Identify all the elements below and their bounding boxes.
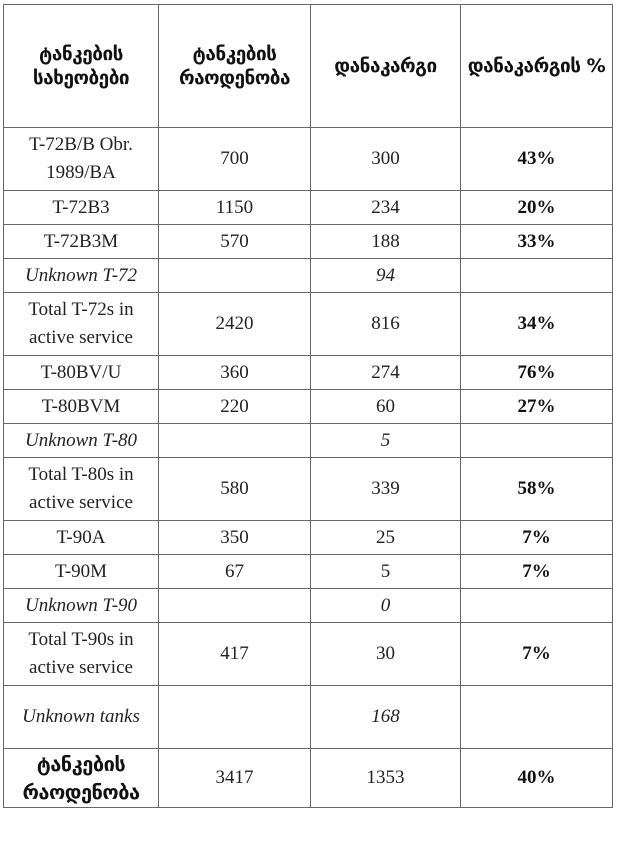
row-label: T-80BV/U: [3, 355, 159, 390]
row-count: 580: [158, 457, 311, 521]
row-label: Total T-90s in active service: [3, 622, 159, 686]
footer-label: ტანკების რაოდენობა: [3, 748, 159, 808]
row-loss: 25: [310, 520, 461, 555]
table-row: Unknown T-90 0: [3, 588, 613, 623]
table-row: Total T-90s in active service 417 30 7%: [3, 622, 613, 686]
row-label: Unknown T-90: [3, 588, 159, 623]
row-pct: 7%: [460, 622, 613, 686]
row-label: T-72B/B Obr. 1989/BA: [3, 127, 159, 191]
table-row: Total T-72s in active service 2420 816 34%: [3, 292, 613, 356]
row-pct: 76%: [460, 355, 613, 390]
row-count: [158, 685, 311, 749]
row-loss: 168: [310, 685, 461, 749]
table-row: Unknown T-72 94: [3, 258, 613, 293]
table-row: Total T-80s in active service 580 339 58%: [3, 457, 613, 521]
row-loss: 816: [310, 292, 461, 356]
row-label: T-72B3: [3, 190, 159, 225]
footer-count: 3417: [158, 748, 311, 808]
row-loss: 5: [310, 554, 461, 589]
row-loss: 0: [310, 588, 461, 623]
row-pct: 20%: [460, 190, 613, 225]
row-count: [158, 588, 311, 623]
table-row: T-72B/B Obr. 1989/BA 700 300 43%: [3, 127, 613, 191]
row-label: T-80BVM: [3, 389, 159, 424]
row-label: Unknown tanks: [3, 685, 159, 749]
row-loss: 274: [310, 355, 461, 390]
header-tank-count: ტანკების რაოდენობა: [158, 4, 311, 128]
row-count: 417: [158, 622, 311, 686]
row-pct: 58%: [460, 457, 613, 521]
row-pct: 43%: [460, 127, 613, 191]
footer-pct: 40%: [460, 748, 613, 808]
table-row: T-72B3M 570 188 33%: [3, 224, 613, 259]
row-pct: 7%: [460, 554, 613, 589]
header-tank-types: ტანკების სახეობები: [3, 4, 159, 128]
table-body: T-72B/B Obr. 1989/BA 700 300 43% T-72B3 1150 2…: [3, 127, 613, 749]
row-pct: 34%: [460, 292, 613, 356]
row-label: Unknown T-80: [3, 423, 159, 458]
row-loss: 94: [310, 258, 461, 293]
header-row: ტანკების სახეობები ტანკების რაოდენობა და…: [3, 4, 613, 128]
row-label: Total T-72s in active service: [3, 292, 159, 356]
row-label: Unknown T-72: [3, 258, 159, 293]
row-loss: 339: [310, 457, 461, 521]
header-loss-percent: დანაკარგის %: [460, 4, 613, 128]
row-pct: 33%: [460, 224, 613, 259]
row-count: 220: [158, 389, 311, 424]
table-row: T-80BV/U 360 274 76%: [3, 355, 613, 390]
row-loss: 234: [310, 190, 461, 225]
table-row: Unknown tanks 168: [3, 685, 613, 749]
table-row: T-80BVM 220 60 27%: [3, 389, 613, 424]
row-loss: 60: [310, 389, 461, 424]
row-label: Total T-80s in active service: [3, 457, 159, 521]
row-count: 700: [158, 127, 311, 191]
row-loss: 188: [310, 224, 461, 259]
row-loss: 5: [310, 423, 461, 458]
row-pct: [460, 258, 613, 293]
table-row: T-72B3 1150 234 20%: [3, 190, 613, 225]
footer-loss: 1353: [310, 748, 461, 808]
row-loss: 300: [310, 127, 461, 191]
row-count: 1150: [158, 190, 311, 225]
row-count: 570: [158, 224, 311, 259]
row-count: 350: [158, 520, 311, 555]
table-row: T-90A 350 25 7%: [3, 520, 613, 555]
row-pct: [460, 423, 613, 458]
row-label: T-90A: [3, 520, 159, 555]
row-label: T-72B3M: [3, 224, 159, 259]
row-count: 2420: [158, 292, 311, 356]
table-row: T-90M 67 5 7%: [3, 554, 613, 589]
row-count: [158, 423, 311, 458]
row-pct: [460, 588, 613, 623]
row-count: 67: [158, 554, 311, 589]
row-pct: 27%: [460, 389, 613, 424]
row-pct: 7%: [460, 520, 613, 555]
table-row: Unknown T-80 5: [3, 423, 613, 458]
row-pct: [460, 685, 613, 749]
row-loss: 30: [310, 622, 461, 686]
row-label: T-90M: [3, 554, 159, 589]
footer-row: ტანკების რაოდენობა 3417 1353 40%: [3, 748, 613, 808]
tank-losses-table: ტანკების სახეობები ტანკების რაოდენობა და…: [3, 4, 613, 808]
header-losses: დანაკარგი: [310, 4, 461, 128]
row-count: 360: [158, 355, 311, 390]
row-count: [158, 258, 311, 293]
